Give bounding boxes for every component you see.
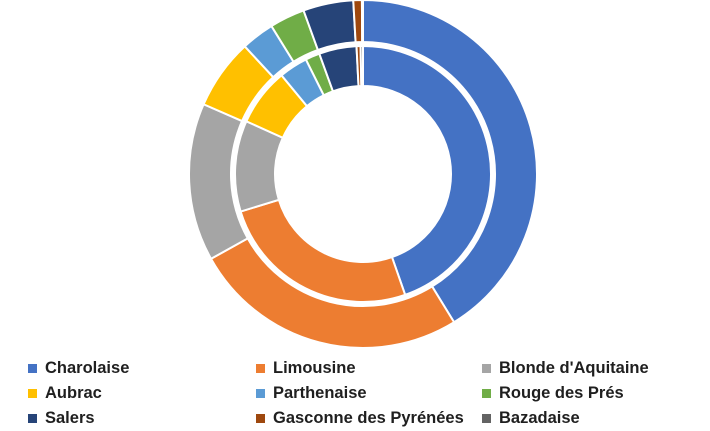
legend-label: Salers [45,409,95,427]
outer-ring-slice-bazadaise [360,0,364,44]
legend-label: Charolaise [45,359,130,377]
legend-label: Aubrac [45,384,102,402]
legend-swatch [482,364,491,373]
legend-item-parthenaise: Parthenaise [256,381,482,406]
inner-ring-slice-charolaise [362,44,493,297]
inner-ring [234,44,493,303]
legend-label: Bazadaise [499,409,580,427]
legend-label: Gasconne des Pyrénées [273,409,464,427]
legend-label: Limousine [273,359,356,377]
legend-item-gasconne-des-pyrenees: Gasconne des Pyrénées [256,406,482,431]
legend-swatch [256,389,265,398]
outer-ring [188,0,538,349]
legend-item-charolaise: Charolaise [28,356,256,381]
legend-swatch [482,389,491,398]
legend-swatch [482,414,491,423]
legend: Charolaise Limousine Blonde d'Aquitaine … [28,356,688,431]
legend-label: Blonde d'Aquitaine [499,359,649,377]
legend-swatch [28,389,37,398]
inner-ring-slice-bazadaise [359,44,364,88]
legend-swatch [256,414,265,423]
legend-swatch [28,414,37,423]
outer-ring-slice-charolaise [362,0,538,324]
legend-item-blonde-d-aquitaine: Blonde d'Aquitaine [482,356,688,381]
legend-swatch [28,364,37,373]
legend-item-salers: Salers [28,406,256,431]
legend-item-limousine: Limousine [256,356,482,381]
double-donut-chart [188,0,538,349]
legend-label: Parthenaise [273,384,367,402]
legend-item-rouge-des-pres: Rouge des Prés [482,381,688,406]
legend-item-aubrac: Aubrac [28,381,256,406]
legend-swatch [256,364,265,373]
legend-item-bazadaise: Bazadaise [482,406,688,431]
outer-ring-slice-gasconne-des-pyrenees [352,0,364,44]
legend-label: Rouge des Prés [499,384,624,402]
